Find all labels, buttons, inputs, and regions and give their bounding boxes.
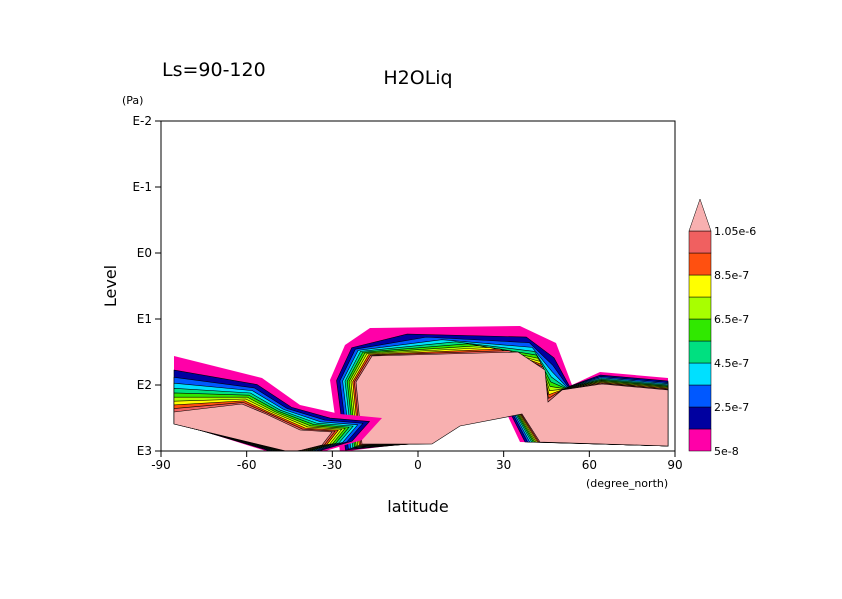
colorbar-band (688, 362, 712, 386)
contour-band (173, 403, 333, 451)
y-tick-label: E3 (137, 444, 152, 458)
colorbar-band (688, 340, 712, 364)
colorbar-band (688, 406, 712, 430)
contour-band (355, 351, 669, 447)
y-tick-label: E-1 (132, 180, 152, 194)
colorbar-over (688, 198, 712, 232)
colorbar-label: 6.5e-7 (714, 313, 749, 326)
y-tick-label: E2 (137, 378, 152, 392)
x-tick-label: 60 (582, 458, 597, 472)
colorbar-label: 2.5e-7 (714, 401, 749, 414)
colorbar-band (688, 384, 712, 408)
y-tick-label: E1 (137, 312, 152, 326)
x-axis-label: latitude (387, 497, 448, 516)
contour-field (173, 326, 669, 451)
colorbar-band (688, 318, 712, 342)
x-tick-label: -30 (323, 458, 343, 472)
colorbar-band (688, 274, 712, 298)
x-tick-label: 30 (496, 458, 511, 472)
chart-title: H2OLiq (383, 67, 452, 89)
y-tick-label: E0 (137, 246, 152, 260)
colorbar-band (688, 230, 712, 254)
colorbar-band (688, 252, 712, 276)
y-axis-label: Level (101, 265, 120, 307)
x-tick-label: 0 (414, 458, 422, 472)
colorbar-label: 5e-8 (714, 445, 739, 458)
y-tick-label: E-2 (132, 114, 152, 128)
colorbar-band (688, 428, 712, 452)
colorbar-band (688, 296, 712, 320)
colorbar-label: 8.5e-7 (714, 269, 749, 282)
x-tick-label: 90 (667, 458, 682, 472)
x-tick-label: -90 (151, 458, 171, 472)
subtitle: Ls=90-120 (162, 59, 266, 81)
x-unit: (degree_north) (586, 477, 668, 490)
colorbar-label: 1.05e-6 (714, 225, 756, 238)
y-unit: (Pa) (122, 94, 143, 107)
x-tick-label: -60 (237, 458, 257, 472)
colorbar-label: 4.5e-7 (714, 357, 749, 370)
